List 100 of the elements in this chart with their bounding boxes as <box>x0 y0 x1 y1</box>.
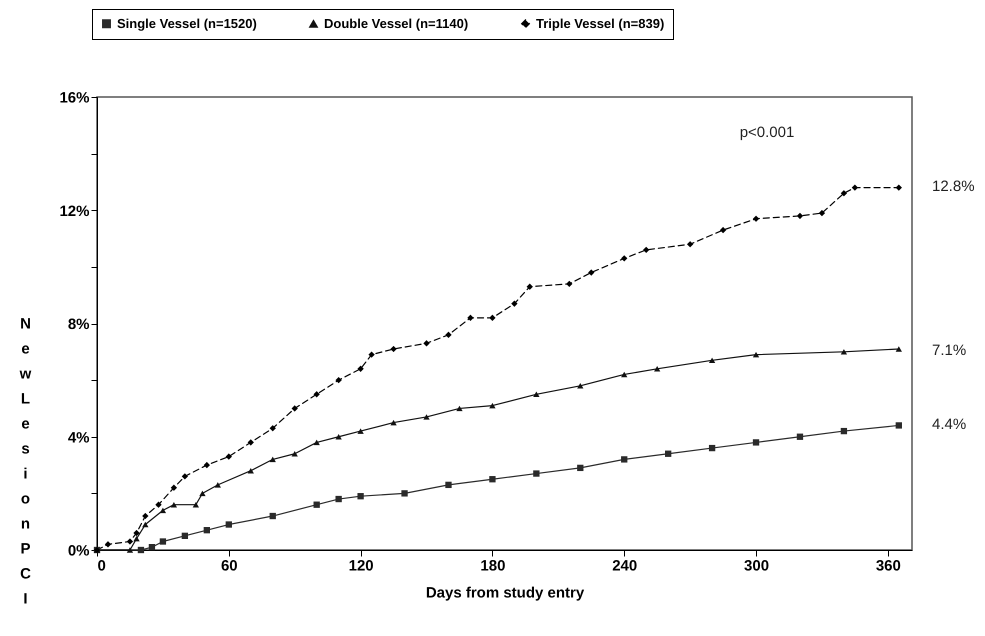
point <box>456 406 463 412</box>
point <box>170 502 178 508</box>
point <box>896 422 902 429</box>
point <box>270 512 276 520</box>
point <box>896 184 902 191</box>
point <box>577 383 584 389</box>
point <box>664 450 672 457</box>
point <box>526 284 533 290</box>
text: 12.8% <box>932 178 975 195</box>
point <box>401 490 408 497</box>
annotation: p<0.001 <box>740 124 794 141</box>
legend-label: Double Vessel (n=1140) <box>324 16 468 31</box>
point <box>314 440 320 446</box>
point <box>335 434 342 440</box>
x-tick-label: 0 <box>98 558 106 574</box>
point <box>445 332 452 338</box>
point <box>368 351 375 358</box>
point <box>752 352 760 358</box>
x-tick-label: 60 <box>220 558 238 574</box>
y-tick-label: 4% <box>68 429 90 446</box>
y-tick-label: 16% <box>59 90 90 106</box>
point <box>292 451 298 456</box>
point <box>489 402 496 408</box>
point <box>654 366 660 372</box>
point <box>204 462 210 468</box>
point <box>390 420 397 426</box>
point <box>588 269 594 276</box>
legend-label: Triple Vessel (n=839) <box>536 16 664 31</box>
point <box>423 414 430 420</box>
point <box>142 522 148 528</box>
point <box>214 482 221 488</box>
point <box>489 314 496 321</box>
point <box>720 226 726 234</box>
point <box>445 482 452 488</box>
legend-label: Single Vessel (n=1520) <box>117 16 257 31</box>
text: 7.1% <box>932 342 966 359</box>
point <box>170 484 178 491</box>
x-tick-label: 180 <box>480 558 506 574</box>
point <box>840 428 848 434</box>
x-tick-label: 240 <box>612 558 638 574</box>
point <box>133 530 140 536</box>
point <box>314 502 320 508</box>
point <box>708 358 716 364</box>
point <box>621 372 628 378</box>
point <box>226 453 232 460</box>
point <box>314 391 320 398</box>
point <box>796 212 804 220</box>
point <box>133 536 140 542</box>
x-tick-label: 360 <box>876 558 901 574</box>
point <box>248 468 254 474</box>
x-axis-title: Days from study entry <box>426 584 585 602</box>
point <box>840 349 848 355</box>
point <box>708 444 716 452</box>
point <box>270 425 276 432</box>
y-tick-label: 8% <box>68 316 90 333</box>
point <box>566 280 572 288</box>
point <box>533 470 540 477</box>
point <box>335 496 342 502</box>
point <box>192 502 200 508</box>
point <box>840 190 848 196</box>
point <box>752 216 760 222</box>
point <box>818 210 826 216</box>
point <box>390 346 397 352</box>
y-tick-label: 12% <box>59 202 90 220</box>
point <box>489 476 496 482</box>
point <box>752 439 760 446</box>
point <box>511 300 518 307</box>
point <box>199 490 206 496</box>
x-tick-label: 120 <box>348 558 374 574</box>
point <box>357 428 364 434</box>
point <box>104 541 112 548</box>
point <box>126 547 134 553</box>
point <box>686 241 694 248</box>
point <box>852 184 858 191</box>
point <box>182 532 188 540</box>
point <box>643 246 650 254</box>
point <box>423 340 430 346</box>
point <box>226 521 232 528</box>
point <box>577 464 584 472</box>
point <box>533 392 540 398</box>
point <box>357 493 364 500</box>
point <box>138 546 144 554</box>
point <box>160 538 166 545</box>
point <box>467 314 474 321</box>
point <box>796 434 804 440</box>
point <box>148 544 156 550</box>
point <box>182 473 188 480</box>
point <box>896 346 902 352</box>
text: New Lesion PCI <box>20 316 32 608</box>
x-tick-label: 300 <box>744 558 770 574</box>
point <box>155 502 162 508</box>
point <box>160 508 166 514</box>
y-tick-label: 0% <box>68 542 90 560</box>
point <box>204 527 210 534</box>
point <box>270 456 276 462</box>
point <box>126 538 134 545</box>
point <box>248 439 254 446</box>
point <box>621 255 628 262</box>
point <box>335 376 342 384</box>
text: 4.4% <box>932 416 966 433</box>
